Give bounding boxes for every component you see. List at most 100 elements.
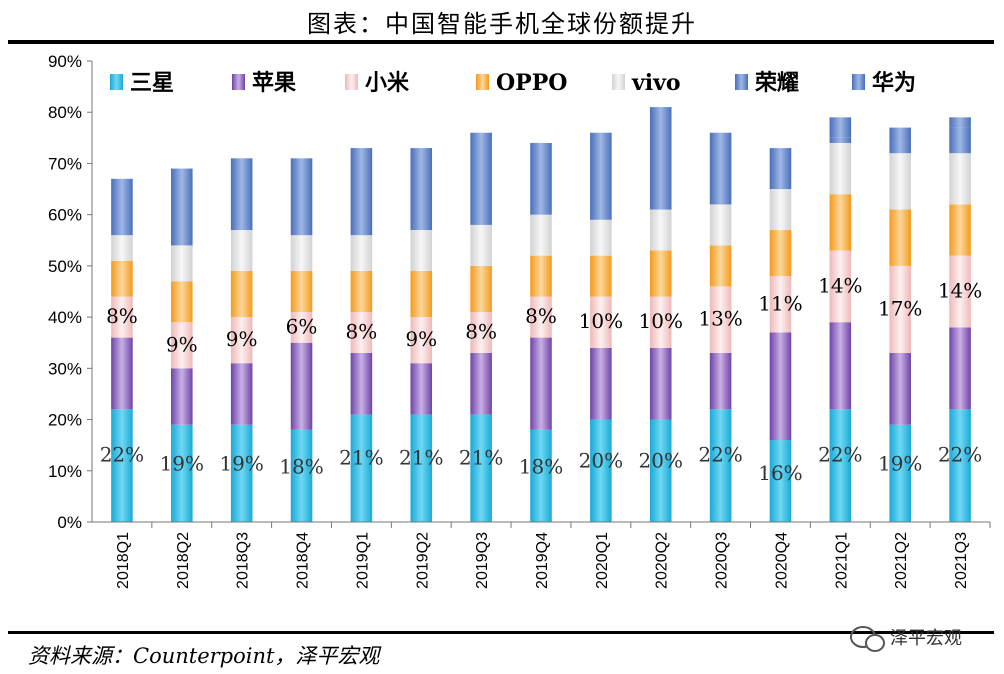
bar-segment	[111, 235, 133, 261]
y-tick-label: 90%	[48, 52, 82, 71]
x-tick-label: 2021Q1	[833, 532, 850, 589]
x-tick-label: 2021Q3	[953, 532, 970, 589]
data-label: 11%	[758, 291, 802, 315]
bar-segment	[111, 260, 133, 297]
bar-segment	[649, 296, 672, 348]
bars-group	[111, 107, 971, 522]
bar-segment	[829, 142, 852, 195]
x-tick-label: 2018Q4	[295, 532, 312, 589]
bar-segment	[949, 127, 971, 154]
bar-segment	[889, 153, 911, 210]
bar-segment	[829, 137, 852, 143]
data-label: 14%	[938, 279, 982, 303]
bar-segment	[230, 424, 253, 522]
bar-segment	[410, 317, 433, 364]
bar-segment	[530, 296, 552, 338]
bar-segment	[769, 276, 792, 333]
bar-segment	[171, 424, 193, 522]
x-tick-label: 2018Q1	[115, 532, 132, 589]
bar-segment	[410, 148, 433, 231]
bar-segment	[889, 265, 911, 353]
bar-segment	[709, 132, 732, 205]
legend-label: OPPO	[496, 70, 567, 96]
bar-segment	[470, 224, 492, 266]
data-label: 21%	[339, 445, 383, 469]
bar-segment	[530, 337, 552, 430]
bar-segment	[530, 214, 552, 256]
bar-segment	[889, 127, 911, 143]
bar-segment	[949, 255, 971, 328]
bar-segment	[590, 296, 612, 348]
data-label: 8%	[525, 304, 557, 328]
bar-segment	[769, 148, 792, 190]
data-label: 21%	[399, 445, 443, 469]
bar-segment	[649, 107, 672, 210]
y-tick-label: 0%	[57, 513, 82, 532]
x-tick-label: 2020Q4	[773, 532, 790, 589]
bar-segment	[470, 311, 492, 353]
x-tick-label: 2018Q3	[235, 532, 252, 589]
legend-label: 华为	[872, 70, 916, 96]
bar-segment	[769, 332, 792, 441]
y-tick-label: 10%	[48, 462, 82, 481]
data-label: 19%	[160, 452, 204, 476]
bar-segment	[709, 286, 732, 353]
data-label: 22%	[938, 442, 982, 466]
bar-segment	[590, 255, 612, 297]
bar-segment	[290, 271, 313, 312]
data-label: 8%	[346, 319, 378, 343]
bar-segment	[230, 271, 253, 318]
bar-segment	[410, 363, 433, 415]
x-tick-label: 2021Q2	[893, 532, 910, 589]
x-tick-label: 2020Q1	[594, 532, 611, 589]
top-rule	[8, 40, 994, 44]
y-tick-label: 50%	[48, 257, 82, 276]
legend-swatch	[110, 74, 123, 90]
legend-label: 三星	[130, 70, 174, 96]
data-label: 18%	[519, 455, 563, 479]
bar-segment	[171, 281, 193, 323]
bar-segment	[230, 317, 253, 364]
bar-segment	[410, 414, 433, 522]
bar-segment	[649, 209, 672, 251]
data-label: 22%	[100, 442, 144, 466]
bar-segment	[889, 424, 911, 522]
bar-segment	[709, 204, 732, 246]
legend-label: vivo	[631, 70, 681, 96]
bar-segment	[171, 168, 193, 246]
data-label: 10%	[639, 309, 683, 333]
bar-segment	[470, 352, 492, 415]
y-tick-label: 80%	[48, 103, 82, 122]
x-tick-label: 2019Q3	[474, 532, 491, 589]
data-label: 20%	[639, 449, 683, 473]
legend-swatch	[476, 74, 489, 90]
bar-segment	[530, 142, 552, 215]
chart-title: 图表：中国智能手机全球份额提升	[307, 10, 697, 38]
y-tick-label: 20%	[48, 411, 82, 430]
bar-segment	[410, 271, 433, 318]
bar-segment	[290, 235, 313, 272]
data-label: 8%	[106, 304, 138, 328]
bar-segment	[230, 363, 253, 425]
legend-swatch	[345, 74, 358, 90]
y-tick-label: 30%	[48, 359, 82, 378]
stacked-bar-chart: 0% 10% 20% 30% 40% 50% 60% 70% 80% 90% 22% 8% 19% 9%…	[48, 52, 991, 589]
x-tick-label: 2020Q3	[714, 532, 731, 589]
data-label: 9%	[226, 327, 258, 351]
bar-segment	[829, 194, 852, 251]
bar-segment	[350, 414, 373, 522]
bar-segment	[649, 347, 672, 420]
data-label: 22%	[818, 442, 862, 466]
bar-segment	[350, 352, 373, 415]
bar-segment	[590, 419, 612, 522]
bar-segment	[829, 409, 852, 522]
bar-segment	[350, 311, 373, 353]
x-tick-label: 2018Q2	[175, 532, 192, 589]
bar-segment	[649, 419, 672, 522]
bar-segment	[949, 327, 971, 410]
data-label: 17%	[878, 296, 922, 320]
data-label: 10%	[579, 309, 623, 333]
data-label: 18%	[279, 455, 323, 479]
bar-segment	[530, 255, 552, 297]
bar-segment	[889, 352, 911, 425]
